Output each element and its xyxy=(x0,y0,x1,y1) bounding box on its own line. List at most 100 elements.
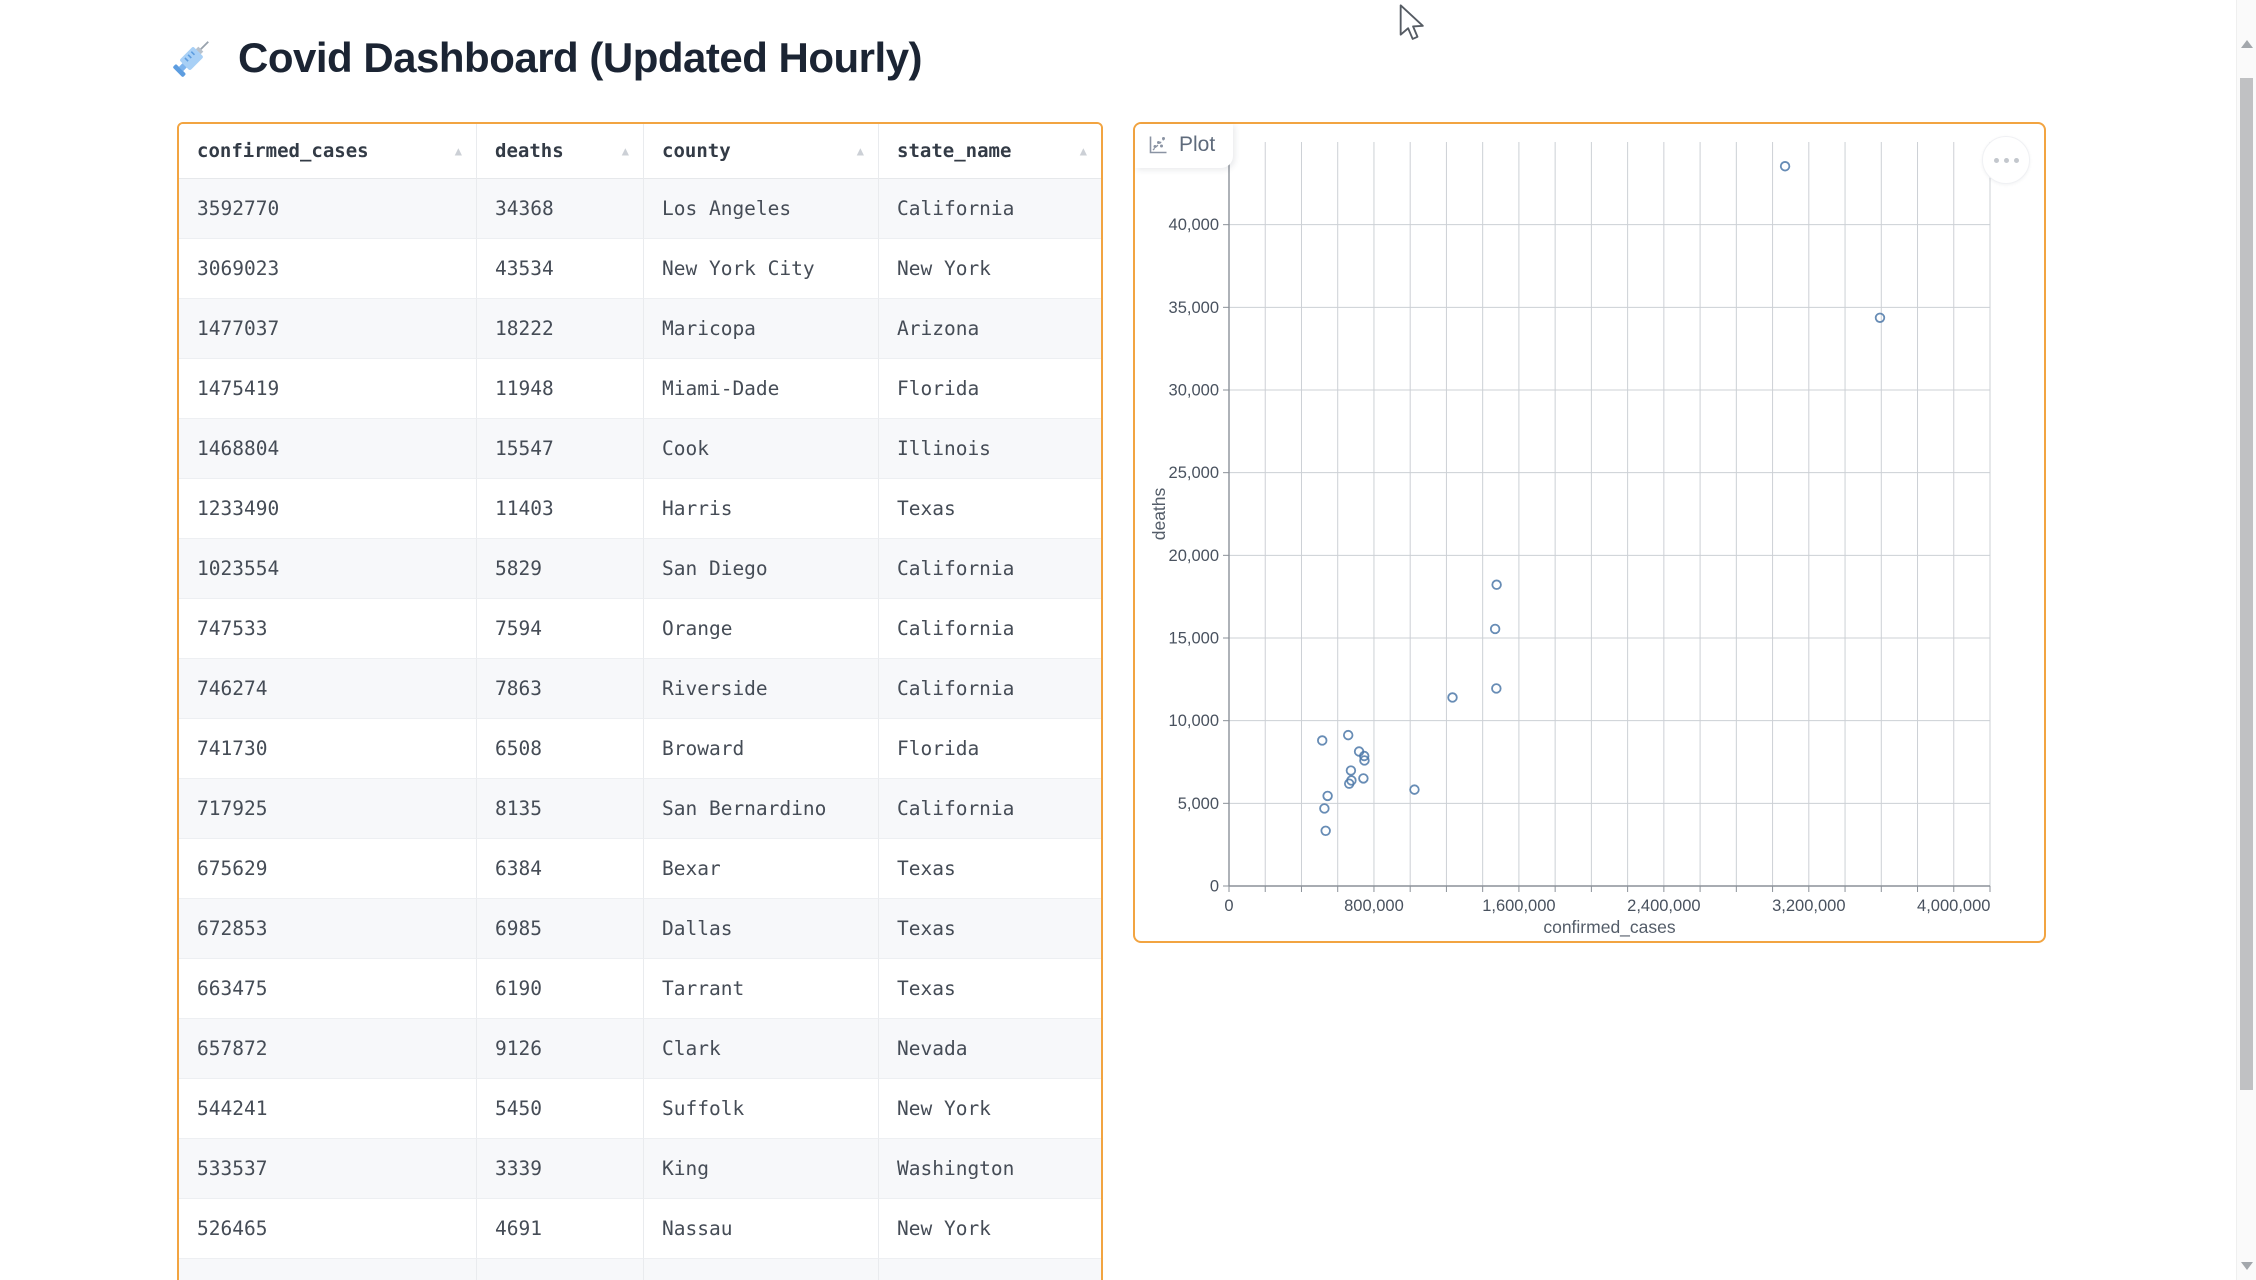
column-header-state-name[interactable]: state_name ▲ xyxy=(879,124,1101,179)
table-row: 1233490 11403 Harris Texas xyxy=(179,479,1101,539)
sort-asc-icon[interactable]: ▲ xyxy=(621,144,629,158)
table-cell: Texas xyxy=(879,839,1101,899)
scatter-point[interactable] xyxy=(1344,778,1355,789)
scatter-point[interactable] xyxy=(1874,312,1886,323)
scatter-point[interactable] xyxy=(1317,735,1328,746)
table-cell: Michigan xyxy=(879,1259,1101,1280)
table-cell: 3592770 xyxy=(179,179,477,239)
table-cell: San Bernardino xyxy=(644,779,879,839)
table-cell: 5450 xyxy=(477,1079,644,1139)
scrollbar-down-arrow-icon[interactable] xyxy=(2241,1262,2253,1270)
scatter-point[interactable] xyxy=(1409,784,1420,795)
table-cell: 11948 xyxy=(477,359,644,419)
scatter-point[interactable] xyxy=(1345,765,1357,776)
syringe-icon xyxy=(168,34,216,82)
table-cell: Clark xyxy=(644,1019,879,1079)
table-cell: Texas xyxy=(879,899,1101,959)
y-axis-tick-label: 0 xyxy=(1210,878,1219,896)
table-cell: 8802 xyxy=(477,1259,644,1280)
table-row: 544241 5450 Suffolk New York xyxy=(179,1079,1101,1139)
table-row: 663475 6190 Tarrant Texas xyxy=(179,959,1101,1019)
scatter-point[interactable] xyxy=(1358,773,1369,784)
table-row: 3069023 43534 New York City New York xyxy=(179,239,1101,299)
table-cell: 741730 xyxy=(179,719,477,779)
y-axis-tick-label: 25,000 xyxy=(1169,464,1219,482)
table-cell: 514513 xyxy=(179,1259,477,1280)
table-cell: Orange xyxy=(644,599,879,659)
scatter-point[interactable] xyxy=(1779,161,1791,172)
table-cell: 1233490 xyxy=(179,479,477,539)
scatter-point[interactable] xyxy=(1489,623,1501,635)
table-cell: 3339 xyxy=(477,1139,644,1199)
table-cell: King xyxy=(644,1139,879,1199)
table-cell: 15547 xyxy=(477,419,644,479)
table-cell: 8135 xyxy=(477,779,644,839)
sort-asc-icon[interactable]: ▲ xyxy=(1079,144,1087,158)
table-cell: Washington xyxy=(879,1139,1101,1199)
table-row: 747533 7594 Orange California xyxy=(179,599,1101,659)
table-cell: 1477037 xyxy=(179,299,477,359)
table-cell: New York xyxy=(879,1199,1101,1259)
table-cell: New York xyxy=(879,1079,1101,1139)
plot-badge[interactable]: Plot xyxy=(1135,124,1234,168)
scatter-point[interactable] xyxy=(1359,755,1370,766)
y-axis-title: deaths xyxy=(1149,487,1169,540)
column-header-confirmed-cases[interactable]: confirmed_cases ▲ xyxy=(179,124,477,179)
scatter-point[interactable] xyxy=(1447,692,1458,703)
scatter-point[interactable] xyxy=(1343,729,1354,741)
table-cell: Texas xyxy=(879,479,1101,539)
x-axis-tick-label: 800,000 xyxy=(1344,897,1404,915)
table-cell: Suffolk xyxy=(644,1079,879,1139)
column-header-deaths[interactable]: deaths ▲ xyxy=(477,124,644,179)
scatter-point[interactable] xyxy=(1491,683,1502,694)
table-cell: 6508 xyxy=(477,719,644,779)
y-axis-tick-label: 5,000 xyxy=(1178,795,1219,813)
page-header: Covid Dashboard (Updated Hourly) xyxy=(168,34,923,82)
scrollbar-up-arrow-icon[interactable] xyxy=(2241,40,2253,48)
table-cell: 663475 xyxy=(179,959,477,1019)
table-cell: 3069023 xyxy=(179,239,477,299)
table-cell: 6190 xyxy=(477,959,644,1019)
y-axis-tick-label: 40,000 xyxy=(1169,216,1219,234)
x-axis-title: confirmed_cases xyxy=(1543,917,1676,938)
table-cell: Bexar xyxy=(644,839,879,899)
table-cell: California xyxy=(879,599,1101,659)
plot-menu-button[interactable] xyxy=(1982,136,2030,184)
table-cell: 7594 xyxy=(477,599,644,659)
table-cell: 43534 xyxy=(477,239,644,299)
scatter-point[interactable] xyxy=(1320,825,1331,836)
sort-asc-icon[interactable]: ▲ xyxy=(856,144,864,158)
scatter-point[interactable] xyxy=(1491,579,1502,590)
vertical-scrollbar[interactable] xyxy=(2236,0,2256,1280)
page-title: Covid Dashboard (Updated Hourly) xyxy=(238,34,923,81)
table-row: 741730 6508 Broward Florida xyxy=(179,719,1101,779)
table-cell: 9126 xyxy=(477,1019,644,1079)
table-cell: California xyxy=(879,779,1101,839)
table-cell: 717925 xyxy=(179,779,477,839)
table-cell: Nassau xyxy=(644,1199,879,1259)
table-cell: Florida xyxy=(879,719,1101,779)
table-cell: California xyxy=(879,539,1101,599)
table-body: 3592770 34368 Los Angeles California 3069023… xyxy=(179,179,1101,1280)
table-cell: Broward xyxy=(644,719,879,779)
scatter-point[interactable] xyxy=(1322,790,1333,802)
table-cell: 18222 xyxy=(477,299,644,359)
table-cell: 675629 xyxy=(179,839,477,899)
ellipsis-icon xyxy=(1993,157,1999,163)
y-axis-tick-label: 10,000 xyxy=(1169,712,1219,730)
scatter-point[interactable] xyxy=(1353,746,1365,757)
sort-asc-icon[interactable]: ▲ xyxy=(454,144,462,158)
scatter-point[interactable] xyxy=(1319,803,1330,814)
table-row: 5145138802WayneMichigan xyxy=(179,1259,1101,1280)
table-cell: New York City xyxy=(644,239,879,299)
table-cell: 7863 xyxy=(477,659,644,719)
scrollbar-thumb[interactable] xyxy=(2240,78,2253,1090)
table-cell: 533537 xyxy=(179,1139,477,1199)
table-row: 672853 6985 Dallas Texas xyxy=(179,899,1101,959)
table-cell: 6985 xyxy=(477,899,644,959)
plot-panel: Plot 0 5,000 10,000 15,000 20,000 25,000 30,00… xyxy=(1133,122,2046,943)
table-cell: California xyxy=(879,659,1101,719)
column-header-county[interactable]: county ▲ xyxy=(644,124,879,179)
table-cell: 747533 xyxy=(179,599,477,659)
